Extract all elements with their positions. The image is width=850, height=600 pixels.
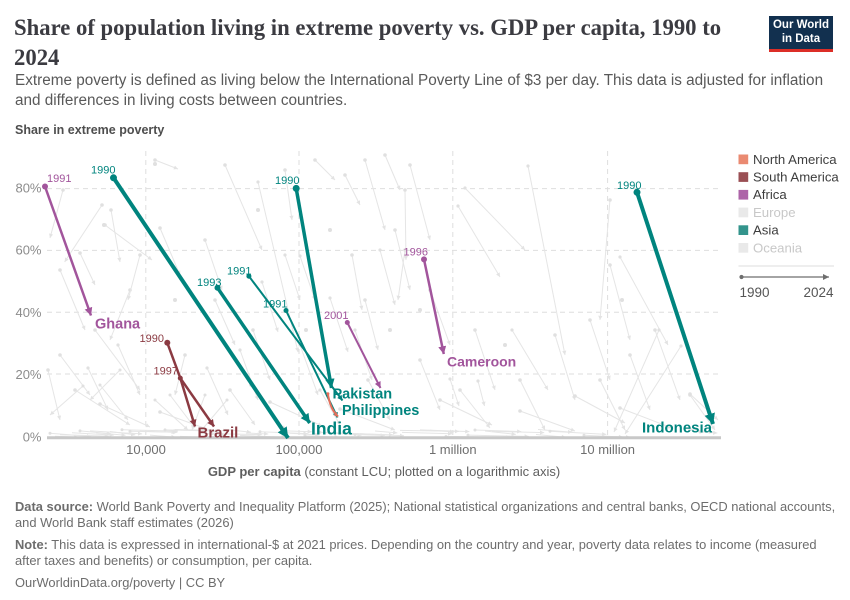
svg-text:1 million: 1 million [429,442,477,457]
svg-text:1991: 1991 [263,299,287,311]
svg-text:Europe: Europe [753,205,796,220]
svg-text:1993: 1993 [197,277,221,289]
svg-text:1990: 1990 [140,333,164,345]
svg-text:Ghana: Ghana [95,317,141,333]
svg-text:80%: 80% [15,181,41,196]
svg-text:Oceania: Oceania [753,240,803,255]
svg-text:1997: 1997 [154,366,178,378]
svg-text:1990: 1990 [275,175,299,187]
svg-text:100,000: 100,000 [276,442,323,457]
svg-text:2024: 2024 [803,285,834,300]
svg-text:1990: 1990 [740,285,770,300]
svg-text:1990: 1990 [617,180,641,192]
svg-text:2001: 2001 [324,310,348,322]
svg-text:Cameroon: Cameroon [447,354,516,370]
svg-text:10 million: 10 million [580,442,635,457]
svg-text:1996: 1996 [404,247,428,259]
svg-text:40%: 40% [15,305,41,320]
svg-text:Brazil: Brazil [198,425,239,442]
svg-text:1990: 1990 [91,165,115,177]
svg-text:20%: 20% [15,367,41,382]
svg-text:1991: 1991 [227,266,251,278]
svg-text:1991: 1991 [47,173,71,185]
svg-text:North America: North America [753,152,837,167]
svg-text:Africa: Africa [753,187,787,202]
svg-text:South America: South America [753,170,839,185]
svg-text:GDP per capita (constant LCU;: GDP per capita (constant LCU; plotted on… [208,464,560,479]
svg-text:0%: 0% [23,430,42,445]
svg-text:Pakistan: Pakistan [333,387,393,403]
svg-text:Asia: Asia [753,223,779,238]
svg-text:India: India [311,419,352,439]
svg-text:10,000: 10,000 [126,442,166,457]
svg-text:Philippines: Philippines [342,403,419,419]
svg-text:Indonesia: Indonesia [642,420,713,437]
svg-text:60%: 60% [15,243,41,258]
